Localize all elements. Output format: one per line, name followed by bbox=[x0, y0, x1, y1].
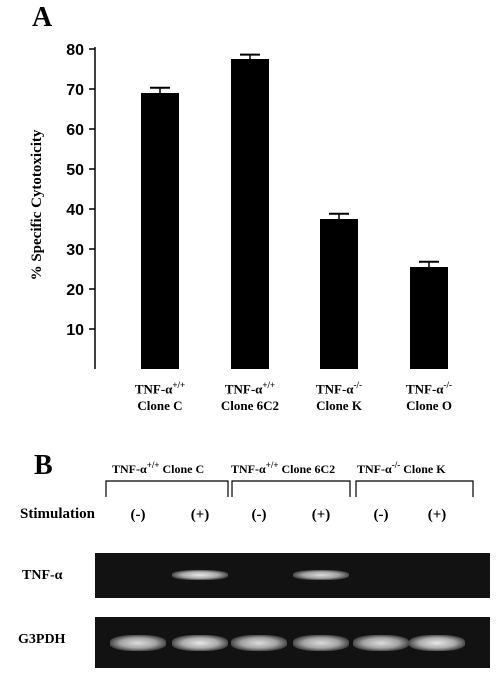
x-category-label: TNF-α+/+ Clone C bbox=[134, 380, 186, 414]
y-tick-label: 80 bbox=[66, 42, 84, 59]
gel-group-label: TNF-α+/+ Clone C bbox=[112, 460, 205, 476]
gel-band bbox=[293, 635, 349, 651]
y-tick-label: 50 bbox=[66, 162, 84, 179]
lane-stimulation-label: (-) bbox=[251, 507, 267, 523]
y-tick-label: 40 bbox=[66, 202, 84, 219]
gel-row-label-tnf: TNF-α bbox=[22, 568, 63, 583]
gel-row-label-g3pdh: G3PDH bbox=[18, 632, 66, 647]
gel-strip-tnf bbox=[95, 553, 490, 598]
bracket-group-1 bbox=[105, 480, 229, 497]
gel-band bbox=[172, 635, 228, 651]
y-tick-label: 20 bbox=[66, 282, 84, 299]
bracket-group-3 bbox=[355, 480, 474, 497]
y-tick-label: 10 bbox=[66, 322, 84, 339]
bar-chart: % Specific Cytotoxicity 10 20 30 40 50 60 70 80 bbox=[29, 42, 448, 369]
gel-group-label: TNF-α-/- Clone K bbox=[357, 460, 446, 476]
gel-band bbox=[231, 635, 287, 651]
gel-group-label: TNF-α+/+ Clone 6C2 bbox=[231, 460, 336, 476]
y-tick-label: 30 bbox=[66, 242, 84, 259]
lane-stimulation-label: (+) bbox=[190, 507, 210, 523]
gel-band bbox=[409, 635, 465, 651]
bracket-group-2 bbox=[231, 480, 351, 497]
gel-strip-g3pdh bbox=[95, 617, 490, 668]
bar-3 bbox=[320, 219, 358, 369]
gel-band bbox=[172, 570, 228, 580]
x-category-label: TNF-α+/+ Clone 6C2 bbox=[220, 380, 280, 414]
x-category-label: TNF-α-/- Clone O bbox=[405, 380, 453, 414]
gel-band bbox=[110, 635, 166, 651]
lane-stimulation-label: (-) bbox=[373, 507, 389, 523]
lane-stimulation-label: (-) bbox=[130, 507, 146, 523]
panel-b-letter: B bbox=[34, 450, 53, 481]
bar-2 bbox=[231, 59, 269, 369]
stimulation-label: Stimulation bbox=[20, 506, 96, 522]
gel-band bbox=[353, 635, 409, 651]
bar-4 bbox=[410, 267, 448, 369]
x-category-label: TNF-α-/- Clone K bbox=[315, 380, 363, 414]
lane-stimulation-label: (+) bbox=[427, 507, 447, 523]
lane-stimulation-label: (+) bbox=[311, 507, 331, 523]
y-tick-label: 70 bbox=[66, 82, 84, 99]
group-brackets bbox=[105, 480, 474, 497]
bar-1 bbox=[141, 93, 179, 369]
gel-band bbox=[293, 570, 349, 580]
y-axis-label: % Specific Cytotoxicity bbox=[29, 129, 45, 280]
panel-a-letter: A bbox=[32, 2, 53, 33]
y-tick-label: 60 bbox=[66, 122, 84, 139]
